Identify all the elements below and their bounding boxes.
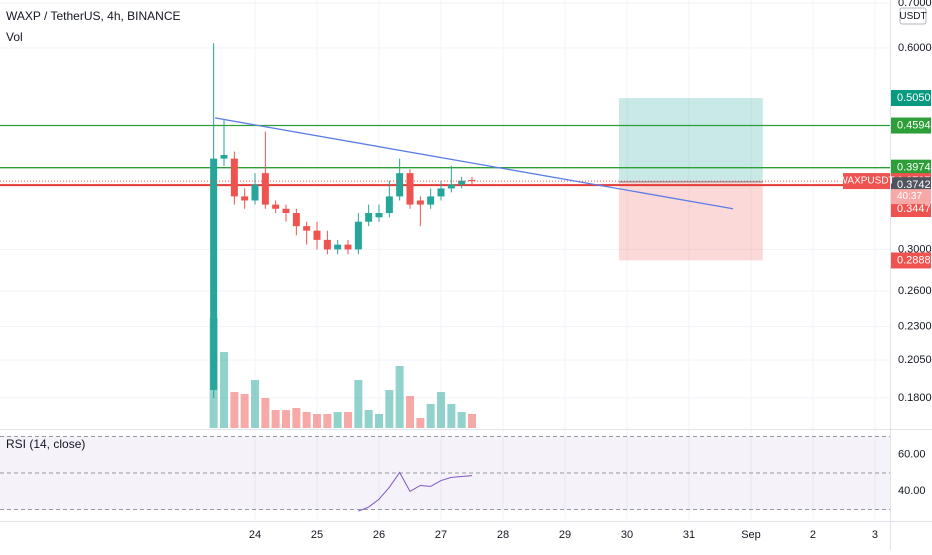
volume-bar [447, 404, 456, 428]
position-stop [618, 181, 763, 261]
y-tick-label: 0.3000 [898, 243, 932, 255]
volume-bar [364, 410, 373, 428]
price-label: 0.3974 [897, 162, 931, 174]
candle-body [334, 244, 342, 250]
x-tick-label: 31 [683, 529, 695, 541]
rsi-tick-label: 40.00 [898, 485, 926, 497]
rsi-title: RSI (14, close) [6, 437, 85, 451]
volume-bar [323, 414, 332, 428]
volume-bar [468, 414, 477, 428]
candle-body [323, 239, 331, 250]
x-tick-label: Sep [741, 529, 761, 541]
candle-body [344, 244, 352, 250]
candle-body [272, 204, 280, 209]
price-label-box [891, 90, 931, 107]
volume-bar [426, 404, 435, 428]
volume-bar [282, 410, 291, 428]
volume-bar [457, 412, 466, 428]
y-tick-label: 0.6000 [898, 42, 932, 54]
candle-body [406, 173, 414, 205]
x-tick-label: 27 [435, 529, 447, 541]
countdown: 40:37 [897, 191, 922, 202]
x-tick-label: 3 [872, 529, 878, 541]
price-label: 0.5050 [897, 92, 931, 104]
volume-bar [261, 398, 270, 428]
x-tick-label: 24 [249, 529, 261, 541]
x-tick-label: 25 [311, 529, 323, 541]
rsi-tick-label: 60.00 [898, 449, 926, 461]
candle-body [282, 208, 290, 214]
candle-body [396, 173, 404, 197]
candle-body [303, 226, 311, 231]
volume-bar [354, 380, 363, 428]
price-label: 0.4594 [897, 119, 931, 131]
price-label: 0.3447 [897, 203, 931, 215]
volume-title: Vol [6, 30, 23, 44]
candle-body [427, 196, 435, 205]
price-label: 0.3742 [897, 179, 931, 191]
candle-body [375, 213, 383, 218]
candle-body [354, 221, 362, 250]
y-tick-label: 0.1800 [898, 392, 932, 404]
x-tick-label: 30 [621, 529, 633, 541]
candle-body [385, 196, 393, 214]
position-target [618, 98, 763, 182]
countdown-box [891, 189, 931, 205]
symbol-tag-box [843, 173, 890, 190]
volume-bar [437, 392, 446, 428]
volume-bar [271, 410, 280, 428]
rsi-line [358, 471, 473, 512]
candle-body [468, 179, 476, 182]
price-label: 0.2888 [897, 254, 931, 266]
y-tick-label: 0.2300 [898, 321, 932, 333]
symbol-tag: WAXPUSDT [838, 176, 894, 187]
volume-bar [406, 396, 415, 428]
candle-body [365, 213, 373, 222]
candle-body [416, 200, 424, 205]
candle-body [437, 188, 445, 197]
price-label-box [891, 252, 931, 269]
volume-bar [313, 414, 322, 428]
candle-body [458, 180, 466, 185]
price-label-box [891, 201, 931, 218]
candle-body [210, 158, 218, 390]
candle-body [447, 184, 455, 189]
volume-bar [344, 412, 353, 428]
candle-body [292, 213, 300, 227]
y-tick-label: 0.7000 [898, 0, 932, 9]
candle-body [261, 173, 269, 205]
volume-bar [302, 412, 311, 428]
chart-title: WAXP / TetherUS, 4h, BINANCE [6, 9, 181, 23]
volume-bar [416, 418, 425, 428]
candle-body [220, 155, 228, 159]
x-tick-label: 29 [559, 529, 571, 541]
candle-body [241, 196, 249, 201]
trend-line [214, 117, 734, 210]
volume-bar [385, 390, 394, 428]
x-tick-label: 2 [810, 529, 816, 541]
volume-bar [220, 352, 229, 428]
volume-bar [395, 366, 404, 428]
volume-bar [230, 392, 239, 428]
candle-body [313, 230, 321, 240]
y-tick-label: 0.2050 [898, 354, 932, 366]
currency: USDT [899, 11, 926, 22]
candle-body [230, 158, 238, 197]
x-tick-label: 26 [373, 529, 385, 541]
volume-bar [240, 394, 249, 428]
y-tick-label: 0.2600 [898, 285, 932, 297]
currency-box[interactable] [899, 7, 927, 25]
volume-bar [292, 408, 301, 428]
volume-bar [333, 412, 342, 428]
candle-body [251, 184, 259, 201]
price-label-box [891, 159, 931, 176]
x-tick-label: 28 [497, 529, 509, 541]
volume-bar [251, 380, 260, 428]
volume-bar [375, 414, 384, 428]
price-label-box [891, 117, 931, 134]
